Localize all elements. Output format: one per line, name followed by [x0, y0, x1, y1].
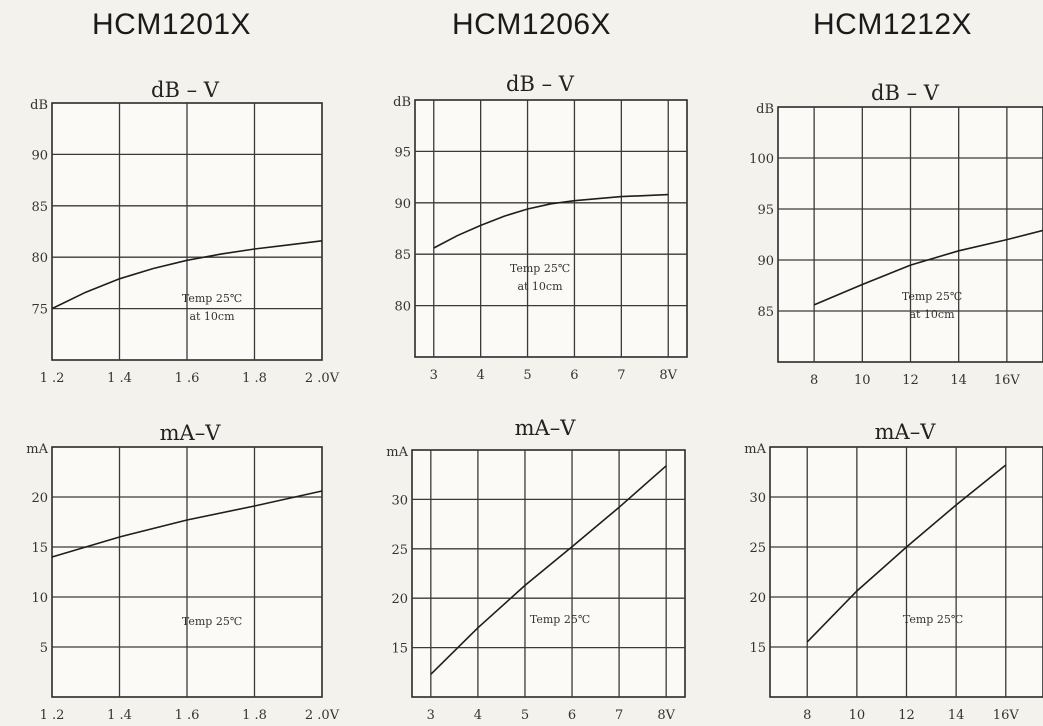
chart-annotation: Temp 25℃: [903, 613, 963, 626]
x-tick-label: 7: [617, 368, 625, 383]
y-tick-label: 15: [391, 642, 408, 657]
x-tick-label: 3: [430, 368, 438, 383]
y-tick-label: 25: [391, 543, 408, 558]
series-line: [813, 229, 1043, 306]
chart-title: mA–V: [875, 420, 937, 444]
x-tick-label: 5: [521, 708, 529, 723]
y-tick-label: 95: [757, 203, 774, 218]
plot-frame: [411, 449, 686, 698]
x-tick-label: 8: [810, 373, 818, 388]
chart-annotation: Temp 25℃: [510, 262, 570, 275]
chart-title: mA–V: [160, 421, 222, 445]
y-axis-label: dB: [756, 102, 774, 117]
chart-annotation: Temp 25℃: [530, 613, 590, 626]
x-tick-label: 1 .2: [40, 371, 65, 386]
y-tick-label: 90: [394, 197, 411, 212]
y-tick-label: 80: [31, 251, 48, 266]
y-tick-label: 95: [394, 145, 411, 160]
y-tick-label: 20: [391, 592, 408, 607]
y-tick-label: 15: [749, 641, 766, 656]
series-line: [51, 240, 323, 310]
x-tick-label: 6: [568, 708, 576, 723]
x-tick-label: 4: [477, 368, 485, 383]
series-line: [430, 465, 667, 675]
model-title-3: HCM1212X: [813, 8, 973, 41]
y-tick-label: 80: [394, 300, 411, 315]
y-tick-label: 30: [391, 493, 408, 508]
chart-title: mA–V: [515, 416, 577, 440]
plot-frame: [414, 99, 688, 358]
y-tick-label: 90: [757, 254, 774, 269]
y-tick-label: 10: [31, 591, 48, 606]
model-title-2: HCM1206X: [452, 8, 612, 41]
x-tick-label: 12: [898, 708, 915, 723]
y-axis-label: mA: [386, 445, 408, 460]
chart-annotation: at 10cm: [517, 280, 563, 293]
x-tick-label: 1 .8: [242, 371, 267, 386]
x-tick-label: 7: [615, 708, 623, 723]
series-line: [806, 464, 1007, 643]
y-tick-label: 85: [31, 200, 48, 215]
chart-2: 3 4 5 6 7 8V 80 85 90 95 dB dB – V Temp 25℃ at 10cm: [393, 72, 688, 383]
chart-1: 1 .2 1 .4 1 .6 1 .8 2 .0V 75 80 85 90 dB dB – V Tem…: [30, 78, 340, 386]
x-tick-label: 16V: [994, 373, 1021, 388]
y-tick-label: 25: [749, 541, 766, 556]
y-tick-label: 15: [31, 541, 48, 556]
chart-annotation: at 10cm: [909, 308, 955, 321]
model-title-1: HCM1201X: [92, 8, 252, 41]
y-axis-label: dB: [393, 95, 411, 110]
x-tick-label: 3: [427, 708, 435, 723]
x-tick-label: 2 .0V: [305, 371, 340, 386]
chart-annotation: at 10cm: [189, 310, 235, 323]
x-tick-label: 14: [948, 708, 965, 723]
y-tick-label: 75: [31, 303, 48, 318]
chart-3: 8 10 12 14 16V 85 90 95 100 dB dB – V Temp 25℃ at 10…: [749, 81, 1043, 388]
x-tick-label: 8: [803, 708, 811, 723]
chart-title: dB – V: [151, 78, 220, 102]
x-tick-label: 6: [570, 368, 578, 383]
y-tick-label: 20: [31, 491, 48, 506]
x-tick-label: 12: [902, 373, 919, 388]
chart-title: dB – V: [506, 72, 575, 96]
y-tick-label: 5: [40, 641, 48, 656]
x-tick-label: 8V: [657, 708, 675, 723]
chart-4: 1 .2 1 .4 1 .6 1 .8 2 .0V 5 10 15 20 mA mA–V Temp 2…: [26, 421, 339, 723]
x-tick-label: 1 .6: [175, 708, 200, 723]
y-tick-label: 20: [749, 591, 766, 606]
chart-6: 8 10 12 14 16V 15 20 25 30 mA mA–V Temp 25℃: [744, 420, 1043, 723]
y-tick-label: 30: [749, 491, 766, 506]
y-tick-label: 90: [31, 148, 48, 163]
series-line: [51, 490, 323, 558]
x-tick-label: 5: [523, 368, 531, 383]
series-line: [433, 193, 669, 249]
x-tick-label: 4: [474, 708, 482, 723]
x-tick-label: 1 .2: [40, 708, 65, 723]
y-tick-label: 85: [757, 305, 774, 320]
x-tick-label: 14: [950, 373, 967, 388]
y-axis-label: mA: [744, 442, 766, 457]
y-axis-label: dB: [30, 98, 48, 113]
x-tick-label: 1 .6: [175, 371, 200, 386]
x-tick-label: 16V: [993, 708, 1020, 723]
chart-5: 3 4 5 6 7 8V 15 20 25 30 mA mA–V Temp 25℃: [386, 416, 686, 723]
chart-annotation: Temp 25℃: [182, 615, 242, 628]
y-tick-label: 100: [749, 152, 774, 167]
x-tick-label: 8V: [659, 368, 677, 383]
x-tick-label: 1 .4: [107, 708, 132, 723]
y-tick-label: 85: [394, 248, 411, 263]
chart-annotation: Temp 25℃: [902, 290, 962, 303]
chart-title: dB – V: [871, 81, 940, 105]
x-tick-label: 1 .8: [242, 708, 267, 723]
x-tick-label: 1 .4: [107, 371, 132, 386]
chart-annotation: Temp 25℃: [182, 292, 242, 305]
x-tick-label: 2 .0V: [305, 708, 340, 723]
x-tick-label: 10: [849, 708, 866, 723]
x-tick-label: 10: [854, 373, 871, 388]
y-axis-label: mA: [26, 442, 48, 457]
